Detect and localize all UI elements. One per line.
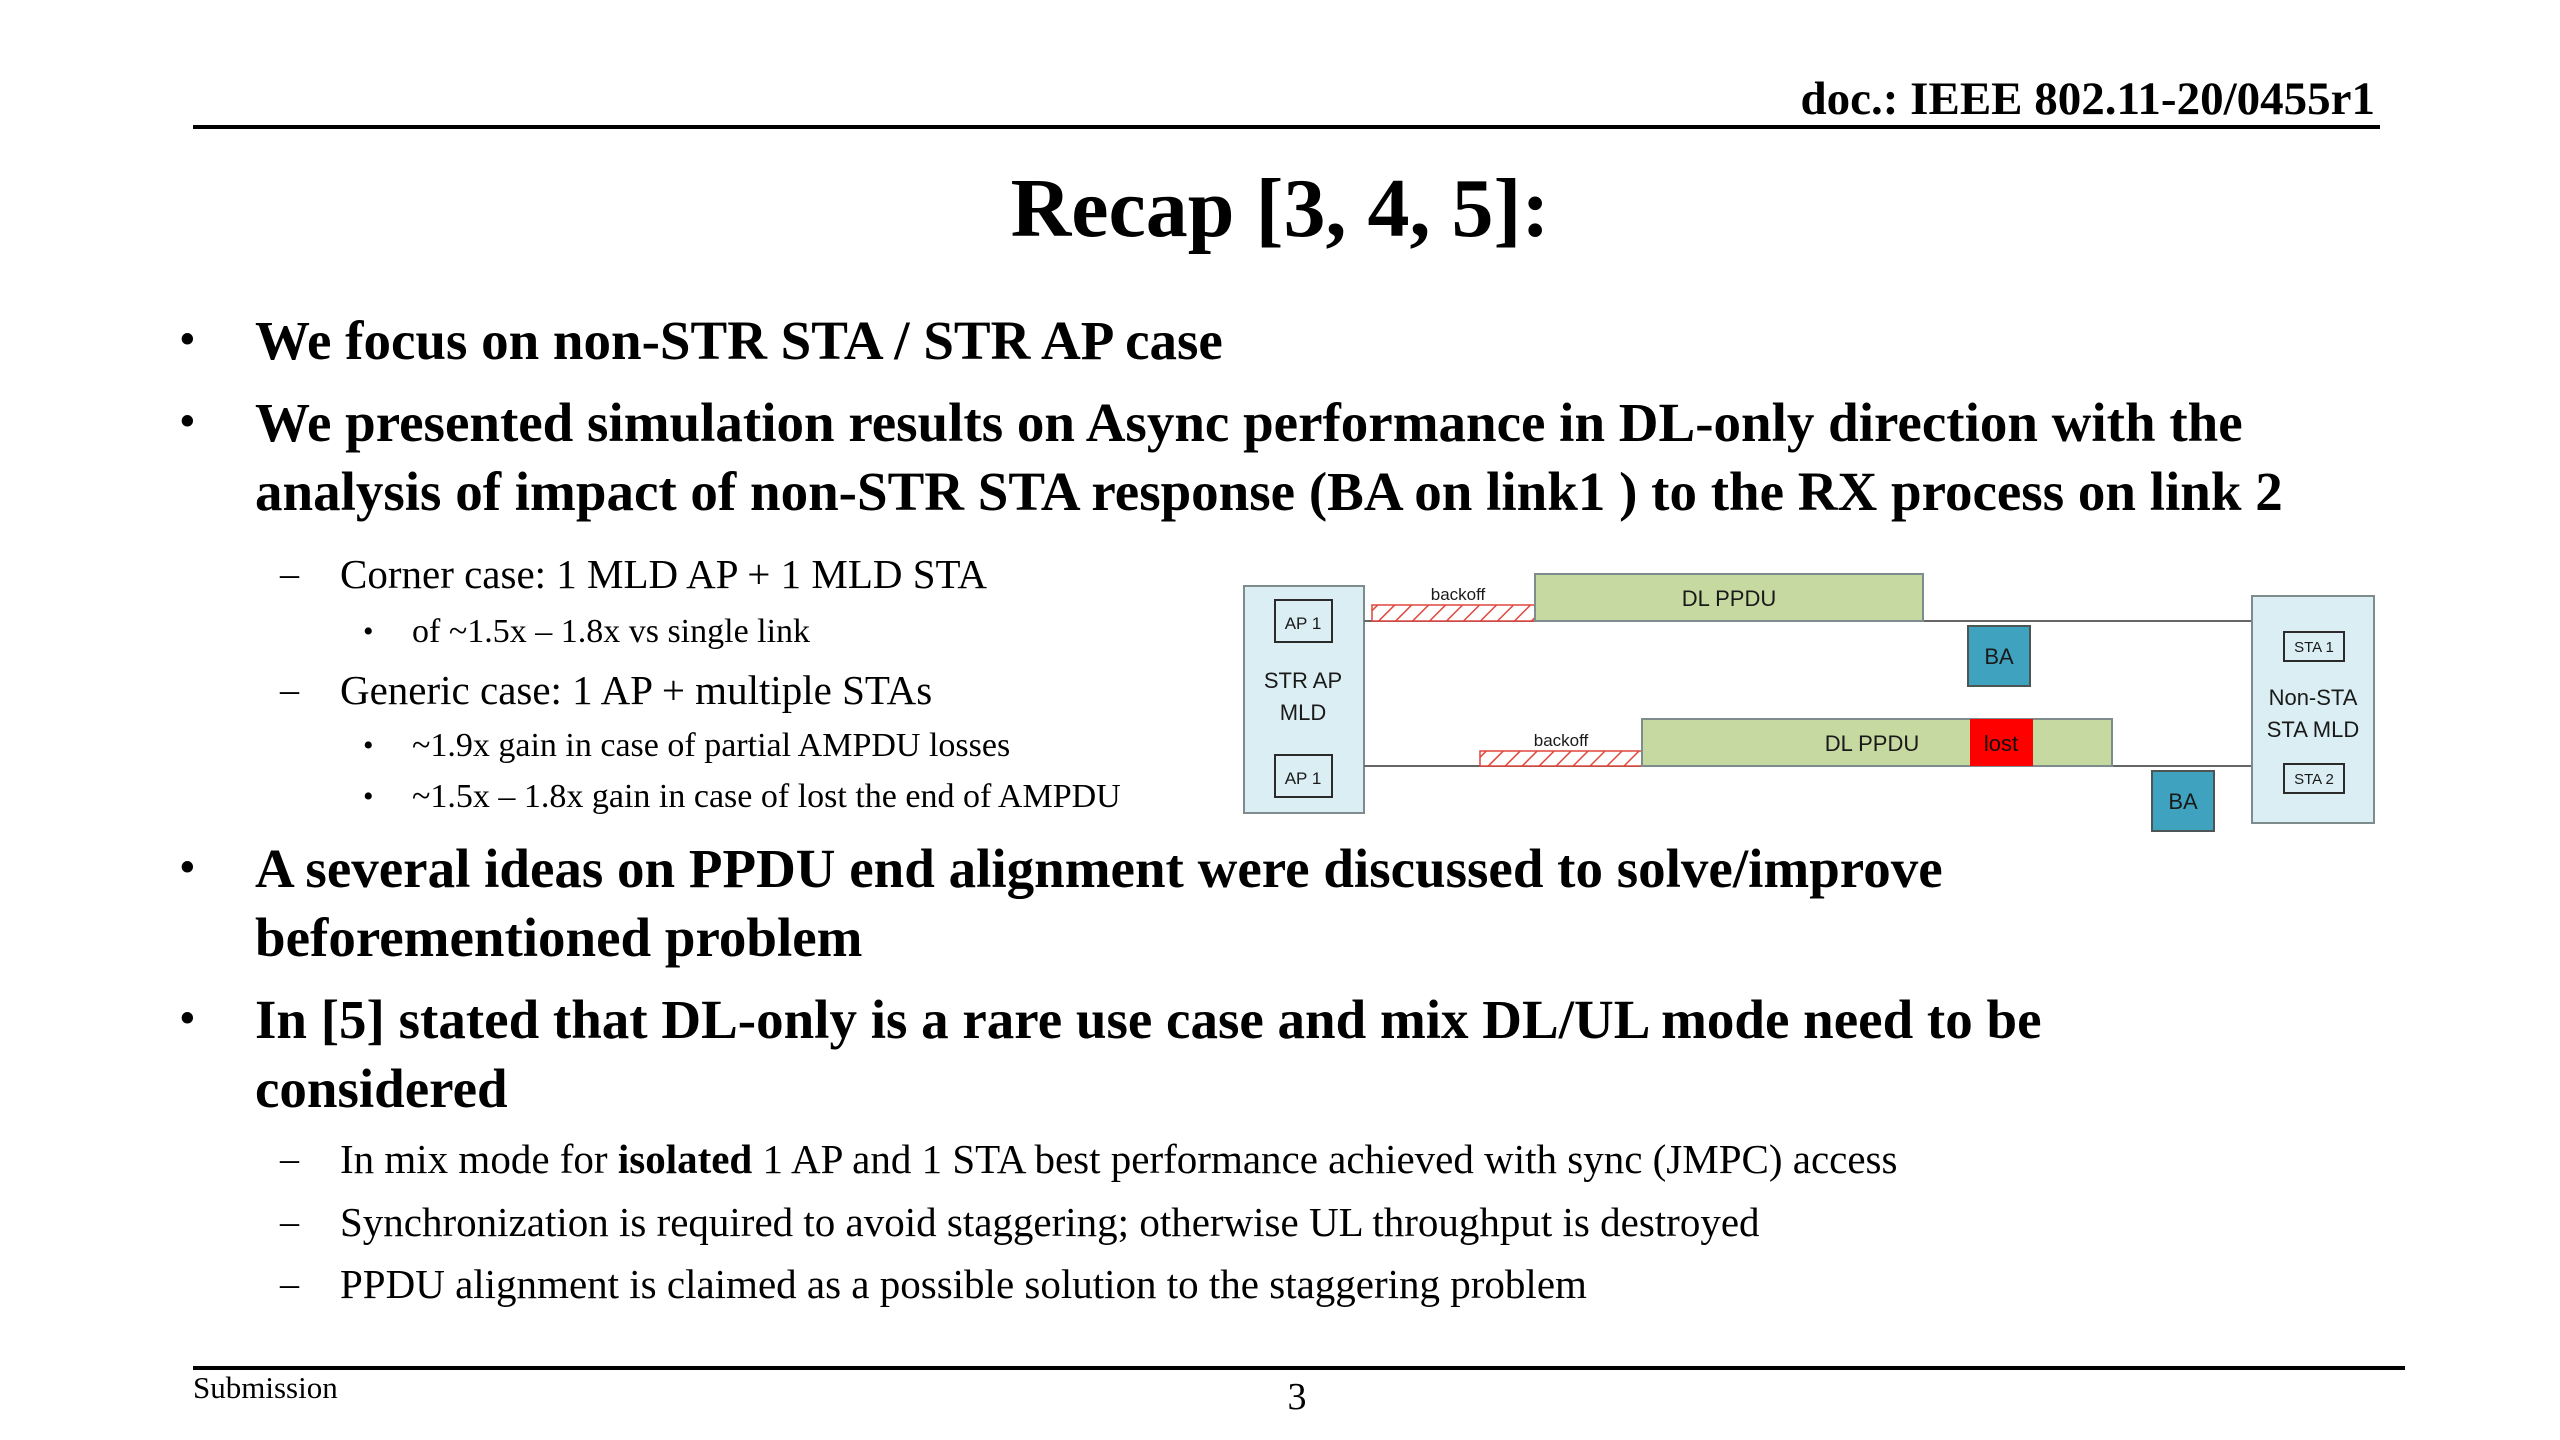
sub-bullet-generic-case: Generic case: 1 AP + multiple STAs <box>340 667 933 713</box>
page-number: 3 <box>1287 1376 1307 1418</box>
sta1-box <box>2283 631 2345 662</box>
dl-ppdu-top <box>1534 573 1924 622</box>
ap1-top-box <box>1274 599 1333 643</box>
sub-bullet-ppdu-alignment: PPDU alignment is claimed as a possible … <box>340 1261 1587 1307</box>
bullet-marker: • <box>180 317 195 363</box>
bullet-marker: • <box>180 996 195 1042</box>
bullet-3-line-1: A several ideas on PPDU end alignment we… <box>255 838 1943 899</box>
small-bullet-marker: • <box>363 615 374 648</box>
ap1-top-label: AP 1 <box>1285 614 1322 633</box>
backoff-bottom-label: backoff <box>1534 731 1589 750</box>
dl-ppdu-bottom <box>1641 718 2113 767</box>
sub-bullet-corner-case: Corner case: 1 MLD AP + 1 MLD STA <box>340 551 987 597</box>
backoff-top-label: backoff <box>1431 585 1486 604</box>
sub-sub-bullet-partial-losses: ~1.9x gain in case of partial AMPDU loss… <box>412 727 1011 764</box>
ppdu-timing-diagram: AP 1 STR AP MLD AP 1 backoff DL PPDU BA … <box>1243 573 2375 832</box>
lost-label: lost <box>1984 731 2018 756</box>
mix-mode-text-pre: In mix mode for <box>340 1136 618 1182</box>
document-id: doc.: IEEE 802.11-20/0455r1 <box>1800 73 2375 125</box>
dash-marker: – <box>280 669 299 711</box>
sub-sub-bullet-gain-corner: of ~1.5x – 1.8x vs single link <box>412 613 811 650</box>
ap1-bottom-box <box>1274 754 1333 798</box>
sta2-label: STA 2 <box>2294 771 2334 788</box>
ap1-bottom-label: AP 1 <box>1285 769 1322 788</box>
bullet-marker: • <box>180 845 195 891</box>
str-ap-label: STR AP <box>1264 668 1342 693</box>
sta1-label: STA 1 <box>2294 639 2334 656</box>
non-sta-label: Non-STA <box>2269 685 2358 710</box>
ba-bottom-label: BA <box>2168 789 2198 814</box>
ba-top <box>1967 625 2031 687</box>
bullet-4-line-1: In [5] stated that DL-only is a rare use… <box>255 989 2042 1050</box>
dash-marker: – <box>280 553 299 595</box>
sub-bullet-mix-mode: In mix mode for isolated 1 AP and 1 STA … <box>340 1133 1897 1185</box>
bullet-3-line-2: beforementioned problem <box>255 907 863 968</box>
bullet-4-line-2: considered <box>255 1058 508 1119</box>
bullet-1-text: We focus on non-STR STA / STR AP case <box>255 310 1223 371</box>
dash-marker: – <box>280 1138 299 1180</box>
mld-label: MLD <box>1280 700 1326 725</box>
ba-bottom <box>2151 770 2215 832</box>
bullet-marker: • <box>180 399 195 445</box>
sub-sub-bullet-lost-end: ~1.5x – 1.8x gain in case of lost the en… <box>412 778 1121 815</box>
lost-segment <box>1970 719 2033 766</box>
ba-top-label: BA <box>1984 644 2014 669</box>
mix-mode-text-post: 1 AP and 1 STA best performance achieved… <box>752 1136 1898 1182</box>
dash-marker: – <box>280 1201 299 1243</box>
small-bullet-marker: • <box>363 729 374 762</box>
backoff-top-hatch <box>1371 604 1536 622</box>
footer-submission: Submission <box>193 1370 338 1405</box>
bullet-2-line-2: analysis of impact of non-STR STA respon… <box>255 461 2283 522</box>
sub-bullet-synchronization: Synchronization is required to avoid sta… <box>340 1199 1760 1245</box>
footer-rule <box>193 1366 2405 1370</box>
dl-ppdu-top-label: DL PPDU <box>1682 586 1777 611</box>
mix-mode-text-bold: isolated <box>617 1136 753 1182</box>
small-bullet-marker: • <box>363 780 374 813</box>
sta-mld-label: STA MLD <box>2267 717 2360 742</box>
dl-ppdu-bottom-label: DL PPDU <box>1825 731 1920 756</box>
sta2-box <box>2283 763 2345 794</box>
header-rule <box>193 125 2380 129</box>
dash-marker: – <box>280 1263 299 1305</box>
backoff-bottom-hatch <box>1479 750 1643 767</box>
bullet-2-line-1: We presented simulation results on Async… <box>255 392 2243 453</box>
slide-title: Recap [3, 4, 5]: <box>1010 162 1550 255</box>
